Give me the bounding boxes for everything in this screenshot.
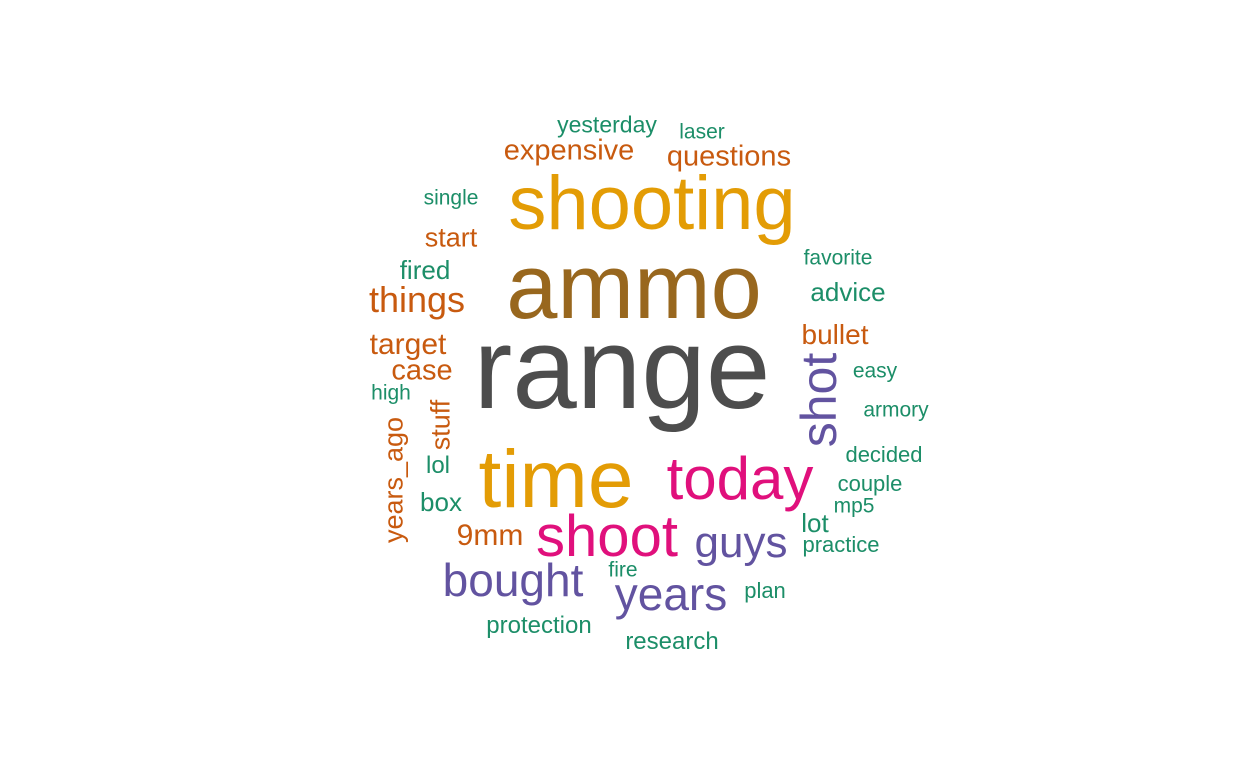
word-laser: laser xyxy=(679,120,725,144)
word-mp5: mp5 xyxy=(833,494,875,518)
word-expensive: expensive xyxy=(503,134,635,167)
word-easy: easy xyxy=(852,359,898,383)
word-lol: lol xyxy=(425,452,451,479)
word-fired: fired xyxy=(399,255,451,285)
word-favorite: favorite xyxy=(803,246,873,270)
word-questions: questions xyxy=(666,140,792,173)
word-ammo: ammo xyxy=(506,236,762,338)
word-armory: armory xyxy=(863,398,929,422)
word-research: research xyxy=(625,628,719,655)
word-shot: shot xyxy=(791,352,847,448)
word-today: today xyxy=(666,445,814,512)
word-yesterday: yesterday xyxy=(557,111,657,138)
word-decided: decided xyxy=(845,442,923,467)
word-practice: practice xyxy=(802,532,880,557)
word-box: box xyxy=(420,487,462,517)
word-guys: guys xyxy=(694,518,788,567)
word-couple: couple xyxy=(837,471,903,496)
word-target: target xyxy=(369,328,447,361)
word-protection: protection xyxy=(486,612,592,639)
word-advice: advice xyxy=(810,277,886,307)
word-plan: plan xyxy=(744,578,786,603)
word-years-ago: years_ago xyxy=(378,416,409,544)
word-shooting: shooting xyxy=(508,161,796,246)
word-stuff: stuff xyxy=(425,399,456,451)
word-range: range xyxy=(473,303,771,433)
word-start: start xyxy=(424,222,478,253)
word-high: high xyxy=(371,381,411,405)
word-time: time xyxy=(478,434,634,525)
word-case: case xyxy=(391,354,453,387)
word-bullet: bullet xyxy=(801,319,869,350)
word-bought: bought xyxy=(442,554,584,606)
word-shoot: shoot xyxy=(536,504,678,569)
word-fire: fire xyxy=(608,558,638,582)
word-years: years xyxy=(614,568,728,620)
word-things: things xyxy=(368,279,466,320)
word-9mm: 9mm xyxy=(456,519,524,552)
word-lot: lot xyxy=(801,508,829,538)
word-single: single xyxy=(423,186,479,210)
